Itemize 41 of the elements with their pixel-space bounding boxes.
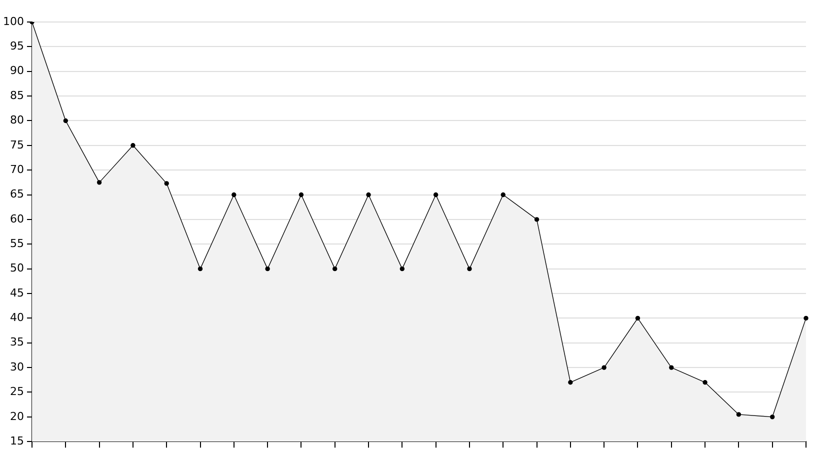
point bbox=[500, 192, 506, 198]
point bbox=[635, 316, 640, 321]
point bbox=[602, 365, 606, 370]
point bbox=[568, 380, 573, 385]
point bbox=[164, 181, 169, 186]
y-tick-label: 40 bbox=[10, 311, 24, 324]
point bbox=[198, 266, 203, 272]
point bbox=[332, 266, 338, 272]
y-tick-label: 95 bbox=[10, 40, 24, 53]
point bbox=[130, 143, 136, 148]
point bbox=[736, 412, 742, 417]
y-tick-label: 55 bbox=[10, 237, 24, 250]
point bbox=[400, 266, 405, 272]
y-tick-label: 20 bbox=[10, 410, 24, 423]
point bbox=[433, 192, 438, 198]
point bbox=[63, 118, 68, 124]
y-tick-label: 30 bbox=[10, 360, 24, 374]
y-tick-label: 35 bbox=[10, 336, 24, 349]
y-tick-label: 25 bbox=[10, 385, 24, 398]
point bbox=[366, 192, 371, 198]
point bbox=[298, 192, 304, 198]
point bbox=[96, 180, 102, 185]
point bbox=[232, 192, 236, 198]
y-tick-label: 90 bbox=[10, 64, 24, 78]
y-tick-label: 15 bbox=[10, 434, 24, 448]
point bbox=[467, 266, 472, 272]
y-tick-label: 75 bbox=[10, 138, 24, 152]
point bbox=[534, 217, 540, 222]
point bbox=[770, 414, 775, 420]
point bbox=[265, 266, 270, 272]
point bbox=[702, 380, 708, 385]
y-tick-label: 80 bbox=[10, 114, 24, 127]
y-tick-label: 50 bbox=[10, 262, 24, 275]
point bbox=[669, 365, 674, 370]
point bbox=[804, 316, 808, 321]
y-tick-label: 60 bbox=[10, 212, 24, 226]
y-tick-label: 100 bbox=[2, 14, 24, 28]
y-tick-label: 45 bbox=[10, 286, 24, 300]
y-tick-label: 70 bbox=[10, 162, 24, 176]
y-tick-label: 85 bbox=[10, 88, 24, 102]
y-tick-label: 65 bbox=[10, 188, 24, 201]
